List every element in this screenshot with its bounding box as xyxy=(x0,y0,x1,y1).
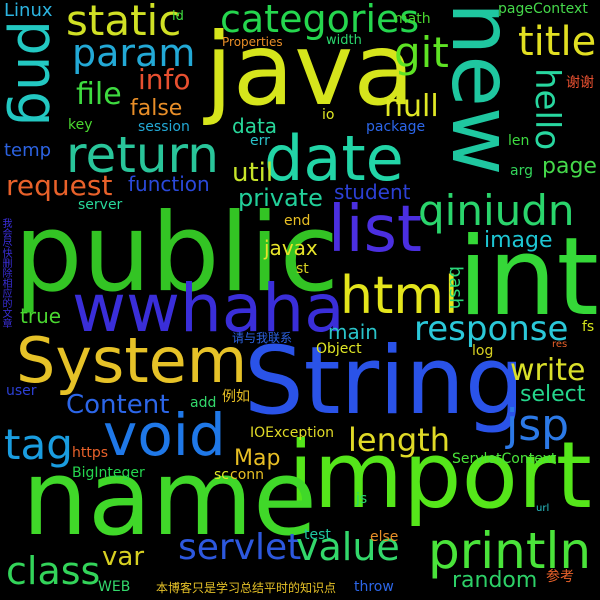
word-jsp: jsp xyxy=(506,400,570,451)
word-add: add xyxy=(190,395,217,411)
word-servletcontext: ServletContext xyxy=(452,451,557,467)
word-content: Content xyxy=(66,390,170,420)
word-new: new xyxy=(433,2,531,176)
word-wo-hui-jin-kuai: 我会尽快删除相应的文章 xyxy=(0,218,11,328)
word-temp: temp xyxy=(4,140,52,161)
word-private: private xyxy=(238,184,323,212)
word-biginteger: BigInteger xyxy=(72,465,145,481)
word-util: util xyxy=(232,158,274,188)
word-throw: throw xyxy=(354,579,394,595)
word-select: select xyxy=(520,382,586,407)
word-length: length xyxy=(348,421,450,459)
word-io: io xyxy=(322,107,335,123)
word-package: package xyxy=(366,119,426,135)
word-ben-bo-ke: 本博客只是学习总结平时的知识点 xyxy=(156,581,337,595)
word-servlet: servlet xyxy=(178,527,302,568)
word-can-kao: 参考 xyxy=(546,569,574,585)
word-data: data xyxy=(232,114,278,138)
word-bash: bash xyxy=(445,266,466,310)
word-map: Map xyxy=(234,446,281,471)
word-server: server xyxy=(78,197,123,213)
word-qiniudn: qiniudn xyxy=(418,186,575,235)
word-return: return xyxy=(66,126,219,184)
word-err: err xyxy=(250,133,270,149)
word-sc: sc xyxy=(214,467,229,483)
word-page: page xyxy=(542,154,597,179)
word-js: js xyxy=(356,491,368,507)
word-request: request xyxy=(6,169,113,202)
word-end: end xyxy=(284,213,311,229)
word-title: title xyxy=(518,19,597,65)
word-li-ru: 例如 xyxy=(222,389,250,405)
word-javax: javax xyxy=(264,236,318,260)
word-conn: conn xyxy=(230,467,265,483)
word-qing-yu-wo-lian-xi: 请与我联系 xyxy=(232,331,293,345)
word-web: WEB xyxy=(98,579,131,595)
word-xie-xie: 谢谢 xyxy=(566,75,594,91)
word-id: id xyxy=(172,9,184,24)
word-res: res xyxy=(552,339,568,350)
word-git: git xyxy=(394,28,449,77)
word-width: width xyxy=(326,33,362,48)
word-else: else xyxy=(370,529,399,545)
word-var: var xyxy=(102,542,145,572)
word-write: write xyxy=(510,353,586,388)
word-println: println xyxy=(428,522,592,580)
word-java: java xyxy=(205,11,415,128)
word-len: len xyxy=(508,133,530,149)
word-system: System xyxy=(16,324,248,397)
word-wwhaha: wwhaha xyxy=(72,270,345,347)
word-math: math xyxy=(394,11,431,27)
word-function: function xyxy=(128,172,210,196)
word-name: name xyxy=(22,437,317,559)
word-properties: Properties xyxy=(222,35,283,49)
word-false: false xyxy=(130,96,183,121)
word-list: list xyxy=(328,193,422,267)
word-int: int xyxy=(458,215,599,340)
word-fs: fs xyxy=(582,319,595,335)
word-html: html xyxy=(340,266,459,326)
word-test: test xyxy=(304,527,331,543)
word-main: main xyxy=(328,320,378,344)
word-random: random xyxy=(452,568,538,593)
word-param: param xyxy=(72,31,196,75)
word-pagecontext: pageContext xyxy=(498,1,588,17)
word-hello: hello xyxy=(527,68,567,151)
word-linux: Linux xyxy=(4,0,53,21)
word-arg: arg xyxy=(510,163,533,179)
word-url: url xyxy=(536,503,550,514)
word-session: session xyxy=(138,119,190,135)
word-https: https xyxy=(72,445,109,461)
word-user: user xyxy=(6,383,37,399)
word-log: log xyxy=(472,343,494,359)
word-categories: categories xyxy=(220,0,420,41)
word-static: static xyxy=(66,0,182,45)
word-class: class xyxy=(6,549,101,593)
word-ioexception: IOException xyxy=(250,425,335,441)
word-png: png xyxy=(4,20,69,127)
word-image: image xyxy=(484,228,553,253)
word-key: key xyxy=(68,117,93,133)
word-void: void xyxy=(103,401,226,469)
word-import: import xyxy=(288,422,592,529)
word-value: value xyxy=(296,525,400,569)
word-string: String xyxy=(244,327,525,436)
word-true: true xyxy=(20,304,62,328)
word-file: file xyxy=(76,77,122,112)
word-info: info xyxy=(138,63,191,96)
word-student: student xyxy=(334,180,411,204)
word-public: public xyxy=(14,191,339,316)
word-tag: tag xyxy=(4,420,73,469)
word-response: response xyxy=(414,309,569,349)
word-date: date xyxy=(264,122,404,195)
word-null: null xyxy=(384,89,439,124)
word-st: st xyxy=(296,261,309,277)
word-object: Object xyxy=(316,341,362,357)
